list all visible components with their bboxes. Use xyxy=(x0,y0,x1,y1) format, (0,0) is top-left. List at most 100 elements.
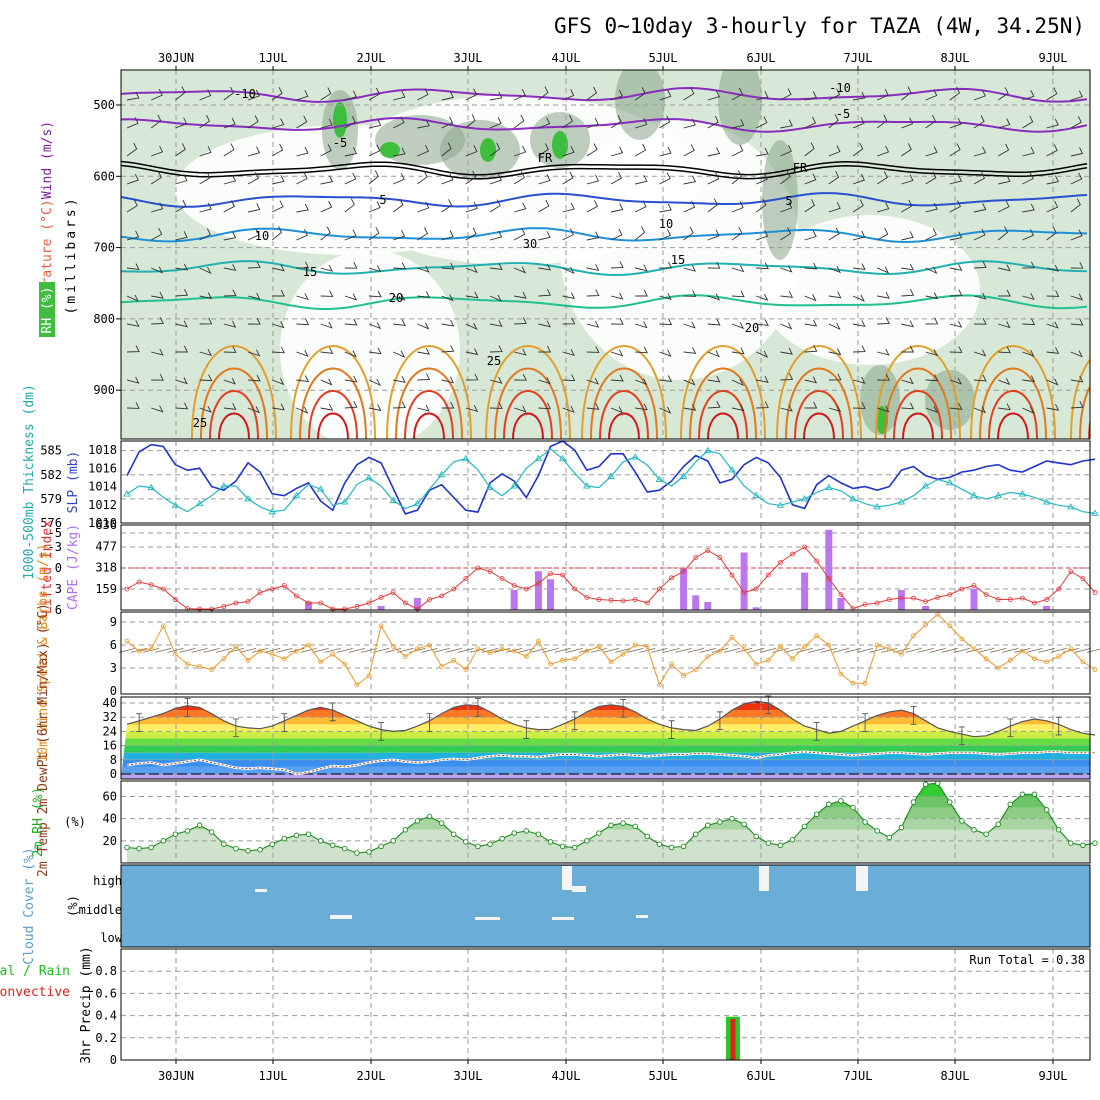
wind-barb xyxy=(949,264,963,271)
wind-barb xyxy=(175,263,189,271)
isotherm-label: -10 xyxy=(234,87,256,101)
precip-ylabel-units: 3hr Precip (mm) xyxy=(79,946,94,1063)
wind-barb xyxy=(901,320,914,328)
li-marker xyxy=(560,572,565,578)
wind-barb xyxy=(199,292,213,300)
wind-barb xyxy=(296,318,310,326)
rh-marker xyxy=(584,838,590,844)
rh-marker xyxy=(172,831,179,837)
wind-barb xyxy=(320,118,333,129)
thickness-marker xyxy=(728,466,736,473)
rh-marker xyxy=(402,827,409,833)
wind-barb xyxy=(175,199,187,213)
wind-barb xyxy=(223,264,237,271)
wind-speed-marker xyxy=(124,638,130,644)
rh-marker xyxy=(136,845,142,852)
li-marker xyxy=(790,551,795,557)
wind-barb xyxy=(683,144,695,157)
rh-marker xyxy=(547,839,554,845)
li-marker xyxy=(886,597,892,602)
wind-barb xyxy=(659,375,673,383)
temp-minmax-bar xyxy=(1007,718,1014,738)
wind-speed-marker xyxy=(402,654,408,659)
wind-barb xyxy=(126,402,140,409)
wind-barb xyxy=(756,229,769,241)
li-marker xyxy=(197,606,203,612)
wind-barb xyxy=(804,230,817,241)
wind-barb xyxy=(731,87,743,101)
rh-tick-label: 20 xyxy=(103,834,117,848)
date-tick-label: 5JUL xyxy=(649,1069,678,1083)
date-tick-label: 30JUN xyxy=(158,51,194,65)
thickness-marker xyxy=(1067,503,1075,510)
rh-marker xyxy=(753,833,759,840)
wind-barb xyxy=(780,291,794,298)
rh-marker xyxy=(838,798,844,804)
thickness-marker xyxy=(171,501,180,508)
surface-isotherm xyxy=(680,345,766,439)
li-marker xyxy=(899,595,904,601)
isotherm-label: FR xyxy=(793,161,808,175)
wind-barb xyxy=(514,348,527,356)
wind-barb xyxy=(635,403,648,411)
wind-barb xyxy=(417,322,430,330)
wind-barb xyxy=(949,231,963,241)
wind-barb xyxy=(417,201,430,213)
wind-barb xyxy=(973,89,986,101)
wind-barb xyxy=(320,144,332,157)
wind-barb xyxy=(586,320,600,328)
wind-barb xyxy=(247,203,261,213)
li-marker xyxy=(1032,600,1037,606)
wind-barb xyxy=(465,114,476,129)
wind-barb xyxy=(417,347,431,355)
wind-barb xyxy=(828,88,841,101)
wind-barb xyxy=(441,116,454,129)
li-marker xyxy=(1092,590,1098,595)
wind-barb xyxy=(755,198,767,213)
wind-barb xyxy=(731,347,745,355)
wind-barb xyxy=(683,321,696,329)
wind-barb xyxy=(635,118,648,129)
surface-isotherm xyxy=(485,345,571,439)
wind-barb xyxy=(465,145,478,157)
li-marker xyxy=(366,600,372,606)
surface-isotherm xyxy=(218,412,250,439)
wind-barb xyxy=(731,226,743,241)
wind-barb xyxy=(780,201,793,213)
rh-marker xyxy=(1068,840,1074,846)
li-marker xyxy=(1020,595,1025,601)
wind-barb xyxy=(925,146,938,157)
wind-speed-marker xyxy=(705,654,711,659)
wind-barb xyxy=(901,143,912,157)
wind-speed-marker xyxy=(197,664,203,669)
rh-moist-area xyxy=(718,70,762,145)
wind-barb xyxy=(1070,229,1083,241)
isotherm-label: 20 xyxy=(389,291,403,305)
thickness-marker xyxy=(220,482,228,489)
wind-barb xyxy=(925,171,937,185)
wind-barb xyxy=(635,346,648,354)
surface-isotherm xyxy=(608,412,640,439)
temp-tick-label: 40 xyxy=(103,696,117,710)
wind-barb xyxy=(465,291,479,299)
wind-barb xyxy=(852,173,865,185)
slp-line xyxy=(126,440,1096,515)
wind-barb xyxy=(296,90,309,101)
wind-barb xyxy=(780,347,794,355)
rh-marker xyxy=(922,781,929,788)
isotherm xyxy=(121,86,1088,103)
wind-barb xyxy=(247,349,261,357)
rh-marker xyxy=(910,799,917,805)
wind-speed-marker xyxy=(983,656,989,662)
wind-barb xyxy=(828,202,841,213)
surface-isotherm xyxy=(200,367,268,439)
isotherm-label: 10 xyxy=(255,229,269,243)
thickness-marker xyxy=(195,499,204,507)
wind-barb xyxy=(683,290,697,297)
temp-tick-label: 32 xyxy=(103,710,117,724)
cape-tick-label: 477 xyxy=(95,539,117,553)
wind-barb xyxy=(1070,147,1084,157)
cloud-tick-label: high xyxy=(93,874,122,888)
wind-barb xyxy=(949,403,963,410)
temp-minmax-bar xyxy=(1055,716,1062,736)
